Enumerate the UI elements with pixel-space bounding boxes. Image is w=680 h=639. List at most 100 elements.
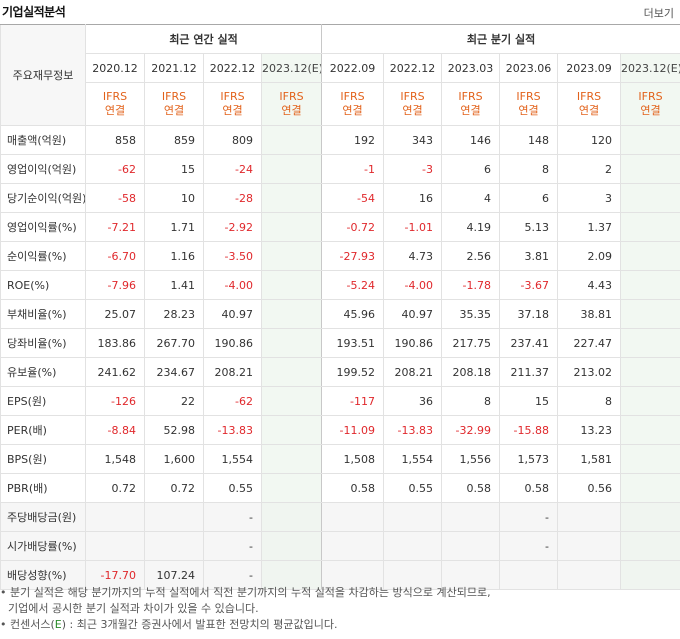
consolidated-label: 연결 (578, 104, 600, 117)
table-cell: 38.81 (557, 299, 622, 329)
table-cell: 211.37 (499, 357, 559, 387)
table-cell: 217.75 (441, 328, 501, 358)
more-link[interactable]: 더보기 (643, 7, 674, 20)
table-cell: 1.41 (144, 270, 204, 300)
table-cell: 267.70 (144, 328, 204, 358)
table-cell: 2.09 (557, 241, 622, 271)
table-cell: 343 (383, 125, 443, 155)
table-cell: -7.96 (85, 270, 145, 300)
table-cell: 208.21 (203, 357, 262, 387)
table-cell: 3 (557, 183, 622, 213)
table-cell: 213.02 (557, 357, 622, 387)
consolidated-label: 연결 (222, 104, 243, 117)
row-label: 당기순이익(억원) (0, 183, 86, 213)
ifrs-label: IFRS (161, 90, 187, 103)
table-cell: 120 (557, 125, 622, 155)
table-cell: -62 (203, 386, 262, 416)
section-title: 기업실적분석 (2, 5, 66, 19)
row-label: PER(배) (0, 415, 86, 445)
table-row: 영업이익률(%) -7.21 1.71 -2.92 -0.72 -1.01 4.19 5.13… (0, 212, 680, 242)
table-row: 당좌비율(%) 183.86 267.70 190.86 193.51 190.86 217… (0, 328, 680, 358)
consolidated-label: 연결 (281, 104, 302, 117)
ifrs-label: IFRS (279, 90, 304, 103)
table-cell: 1,548 (85, 444, 145, 474)
table-cell: 6 (441, 154, 501, 184)
footnote-2: • 컨센서스(E) : 최근 3개월간 증권사에서 발표한 전망치의 평균값입니… (0, 618, 338, 631)
table-cell: 8 (557, 386, 622, 416)
table-cell: -27.93 (321, 241, 385, 271)
table-cell: 1.16 (144, 241, 204, 271)
ifrs-label: IFRS (102, 90, 128, 103)
table-cell: 1.37 (557, 212, 622, 242)
table-cell: -62 (85, 154, 145, 184)
financial-table: 주요재무정보 최근 연간 실적 최근 분기 실적 2020.12 2021.12 2… (0, 24, 680, 590)
table-cell: -8.84 (85, 415, 145, 445)
row-label: 영업이익(억원) (0, 154, 86, 184)
table-cell (321, 560, 385, 590)
table-cell: 1,508 (321, 444, 385, 474)
table-cell: -6.70 (85, 241, 145, 271)
table-cell (620, 473, 680, 503)
ifrs-header: IFRS 연결 (499, 82, 559, 126)
table-cell: -15.88 (499, 415, 559, 445)
table-cell: - (203, 531, 262, 561)
table-cell (557, 531, 622, 561)
table-cell (260, 386, 323, 416)
table-cell: -4.00 (203, 270, 262, 300)
table-cell: 0.58 (321, 473, 385, 503)
table-cell (144, 531, 204, 561)
period-header: 2023.12(E) (260, 53, 323, 83)
table-cell: 3.81 (499, 241, 559, 271)
table-cell: 4.73 (383, 241, 443, 271)
period-header: 2023.09 (557, 53, 622, 83)
table-cell: 148 (499, 125, 559, 155)
table-cell: 52.98 (144, 415, 204, 445)
table-cell (260, 183, 323, 213)
ifrs-header: IFRS 연결 (85, 82, 145, 126)
ifrs-header: IFRS 연결 (260, 82, 323, 126)
ifrs-header: IFRS 연결 (144, 82, 204, 126)
table-cell (620, 386, 680, 416)
table-cell: 1,573 (499, 444, 559, 474)
ifrs-label: IFRS (516, 90, 541, 103)
table-cell (620, 357, 680, 387)
table-cell: 28.23 (144, 299, 204, 329)
table-cell: -3.50 (203, 241, 262, 271)
table-cell (85, 531, 145, 561)
row-label: ROE(%) (0, 270, 86, 300)
table-cell: -3 (383, 154, 443, 184)
table-cell (260, 473, 323, 503)
table-cell (260, 212, 323, 242)
table-cell (383, 531, 443, 561)
period-header: 2022.09 (321, 53, 385, 83)
ifrs-header: IFRS 연결 (620, 82, 680, 126)
table-cell: 241.62 (85, 357, 145, 387)
row-label: PBR(배) (0, 473, 86, 503)
table-cell: 16 (383, 183, 443, 213)
annual-group-header: 최근 연간 실적 (84, 24, 323, 54)
ifrs-header: IFRS 연결 (557, 82, 622, 126)
table-row: EPS(원) -126 22 -62 -117 36 8 15 8 (0, 386, 680, 416)
table-cell: -24 (203, 154, 262, 184)
consolidated-label: 연결 (518, 104, 539, 117)
table-cell: 10 (144, 183, 204, 213)
table-cell (620, 531, 680, 561)
table-cell (620, 560, 680, 590)
table-row: 유보율(%) 241.62 234.67 208.21 199.52 208.21 208.… (0, 357, 680, 387)
table-row: 부채비율(%) 25.07 28.23 40.97 45.96 40.97 35.35 37.… (0, 299, 680, 329)
period-header: 2020.12 (85, 53, 145, 83)
row-label: 당좌비율(%) (0, 328, 86, 358)
consolidated-label: 연결 (460, 104, 481, 117)
period-header: 2023.03 (441, 53, 501, 83)
ifrs-label: IFRS (340, 90, 365, 103)
table-cell (321, 502, 385, 532)
ifrs-label: IFRS (576, 90, 602, 103)
table-cell: 859 (144, 125, 204, 155)
section-header: 기업실적분석 더보기 (0, 0, 680, 24)
table-cell (620, 183, 680, 213)
table-cell: - (499, 502, 559, 532)
table-cell: -7.21 (85, 212, 145, 242)
table-cell (557, 560, 622, 590)
table-cell (260, 357, 323, 387)
table-cell: 4 (441, 183, 501, 213)
